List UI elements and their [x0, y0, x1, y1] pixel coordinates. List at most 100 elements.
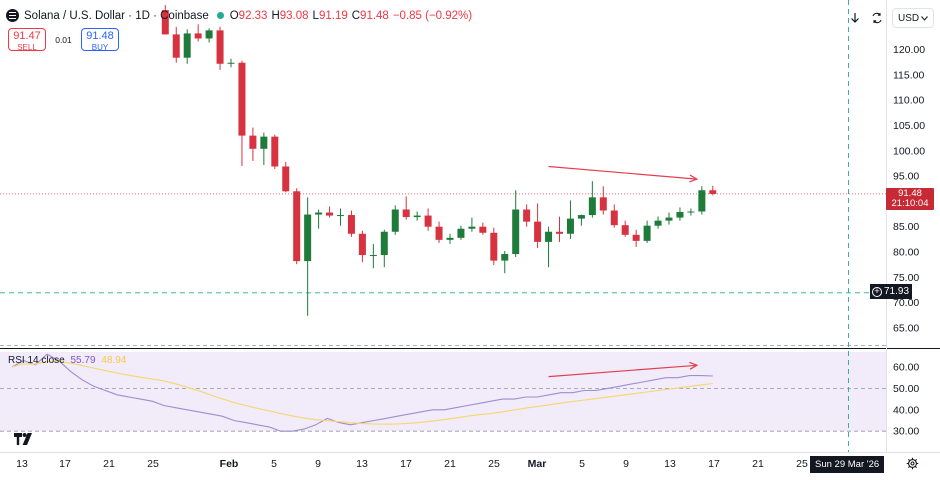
- candle: [566, 200, 574, 239]
- time-axis-label: 21: [444, 458, 456, 470]
- rsi-params: 14 close: [27, 355, 65, 366]
- candle: [446, 233, 454, 244]
- tradingview-logo-icon[interactable]: [14, 432, 36, 448]
- candle-body: [227, 62, 235, 64]
- candle: [161, 5, 169, 35]
- candle: [337, 208, 344, 226]
- buy-button[interactable]: 91.48 BUY: [81, 28, 119, 52]
- candle-body: [512, 209, 520, 255]
- price-axis-label: 120.00: [893, 44, 925, 56]
- candle-body: [490, 232, 498, 261]
- candle-body: [293, 191, 301, 262]
- candle: [315, 209, 323, 229]
- candle: [205, 28, 213, 43]
- candle: [293, 188, 301, 265]
- sell-button[interactable]: 91.47 SELL: [8, 28, 46, 52]
- currency-dropdown-icon: [921, 15, 928, 21]
- currency-value: USD: [898, 12, 920, 24]
- price-axis-label: 85.00: [893, 221, 919, 233]
- candle-body: [205, 30, 213, 39]
- time-axis-label: 9: [623, 458, 629, 470]
- spread-value: 0.01: [55, 34, 72, 45]
- candle: [194, 24, 202, 42]
- rsi-value: 55.79: [70, 355, 96, 366]
- candle: [216, 26, 224, 70]
- candle: [523, 204, 531, 227]
- rsi-axis-label: 60.00: [893, 362, 919, 374]
- candle: [490, 227, 498, 266]
- symbol-legend[interactable]: Solana / U.S. Dollar · 1D · Coinbase O 92…: [6, 9, 476, 22]
- time-axis-label: 17: [400, 458, 412, 470]
- market-status-icon: [216, 12, 224, 19]
- price-axis-label: 95.00: [893, 171, 919, 183]
- time-axis-label: 9: [315, 458, 321, 470]
- buy-sell-panel: 91.47 SELL 0.01 91.48 BUY: [8, 28, 119, 52]
- candle-body: [545, 231, 553, 242]
- candle-body: [610, 210, 618, 226]
- time-axis-label: 5: [579, 458, 585, 470]
- candle: [534, 203, 542, 248]
- candle: [227, 58, 235, 68]
- candle: [347, 210, 355, 237]
- candle-body: [632, 234, 640, 241]
- gear-icon[interactable]: [906, 457, 919, 470]
- symbol-title[interactable]: Solana / U.S. Dollar · 1D · Coinbase: [24, 9, 209, 22]
- candle-body: [479, 226, 487, 233]
- rsi-axis-label: 50.00: [893, 383, 919, 395]
- candle: [654, 216, 662, 229]
- time-axis-label: 25: [488, 458, 500, 470]
- add-alert-icon[interactable]: +: [870, 284, 884, 299]
- candle-body: [457, 228, 465, 238]
- price-axis-label: 105.00: [893, 120, 925, 132]
- time-axis-label: 25: [147, 458, 159, 470]
- candle-body: [698, 190, 706, 212]
- candle-body: [391, 209, 399, 232]
- rsi-ma-line: [11, 360, 713, 425]
- candle: [588, 181, 596, 218]
- candle: [665, 212, 673, 225]
- candle-body: [621, 225, 629, 235]
- rsi-axis-label: 30.00: [893, 426, 919, 438]
- candle: [599, 186, 607, 215]
- time-axis-label: 13: [356, 458, 368, 470]
- price-axis-label: 115.00: [893, 69, 924, 81]
- time-axis-label: 25: [796, 458, 808, 470]
- candle-body: [413, 215, 421, 218]
- candle-body: [161, 10, 169, 35]
- candle: [556, 216, 563, 242]
- candle: [326, 206, 334, 218]
- rsi-divergence-arrow: [548, 361, 699, 378]
- sell-label: SELL: [17, 43, 37, 52]
- candle: [501, 250, 509, 274]
- ohlc-low-key: L: [312, 9, 319, 22]
- candle: [676, 207, 684, 221]
- candle-body: [676, 212, 684, 218]
- currency-select[interactable]: USD: [892, 8, 934, 28]
- crosshair-date-label: Sun 29 Mar '26: [810, 456, 885, 473]
- candle-body: [577, 215, 585, 219]
- replay-icon[interactable]: [866, 8, 888, 28]
- candle: [545, 226, 553, 268]
- candle-body: [643, 225, 651, 241]
- price-axis-label: 100.00: [893, 145, 925, 157]
- candle-body: [501, 254, 509, 261]
- candle: [369, 243, 377, 269]
- candle: [413, 211, 421, 221]
- price-axis-label: 70.00: [893, 297, 919, 309]
- candle-body: [468, 226, 476, 229]
- rsi-legend[interactable]: RSI 14 close 55.79 48.94: [8, 355, 126, 366]
- candle: [577, 214, 585, 226]
- candle: [621, 220, 629, 237]
- candle: [468, 217, 476, 232]
- horizontal-line-label[interactable]: + 71.93: [870, 284, 913, 299]
- candle-body: [599, 197, 607, 211]
- arrow-down-icon[interactable]: [844, 8, 866, 28]
- price-axis-label: 65.00: [893, 322, 919, 334]
- candle: [402, 196, 410, 220]
- solana-logo-icon: [6, 9, 19, 22]
- rsi-axis-label: 40.00: [893, 404, 919, 416]
- arrow-head: [689, 174, 699, 183]
- horizontal-line-price: 71.93: [884, 286, 910, 297]
- candle-body: [380, 231, 388, 256]
